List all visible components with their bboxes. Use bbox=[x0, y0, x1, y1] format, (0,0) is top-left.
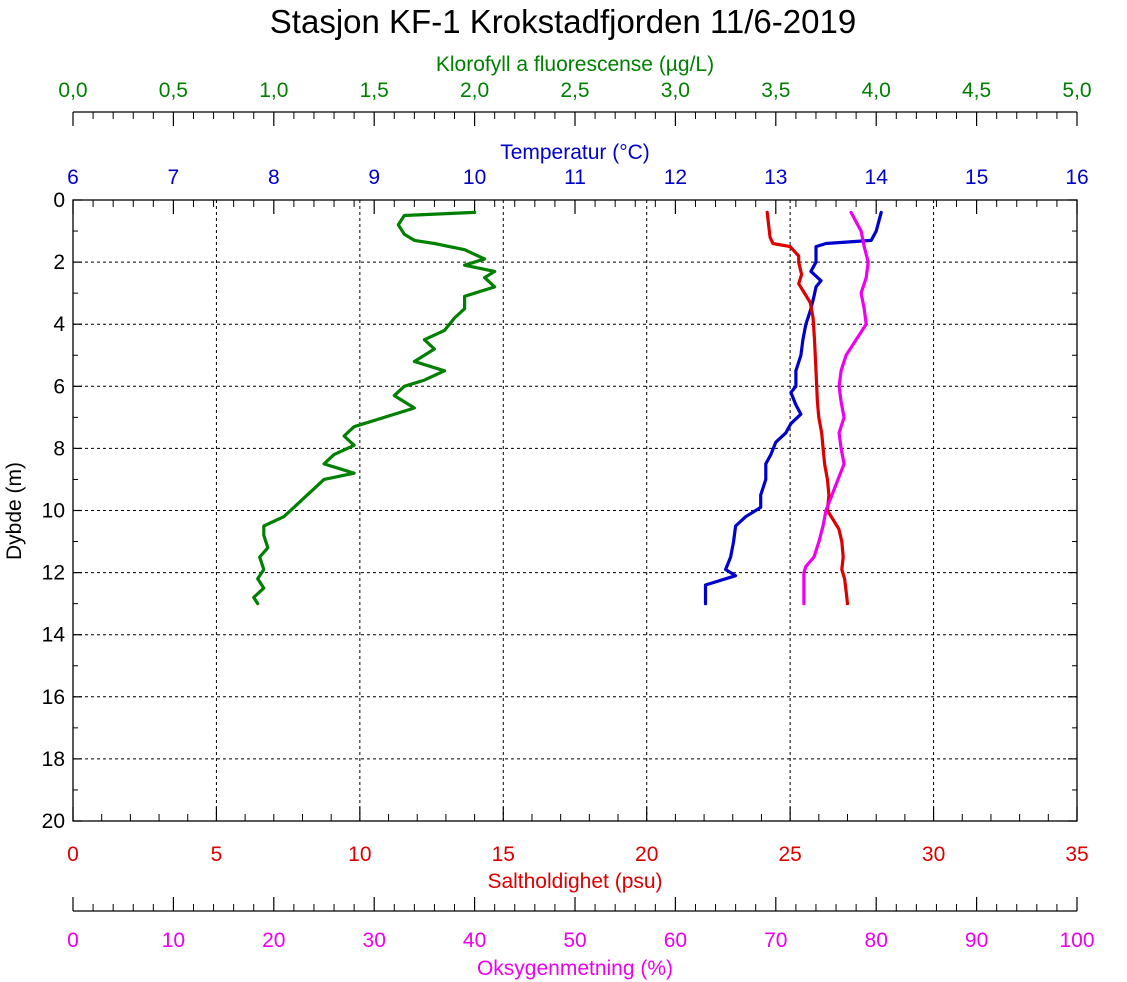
x-tick-label: 12 bbox=[664, 166, 687, 189]
y-tick-label: 16 bbox=[42, 686, 65, 709]
x-tick-label: 20 bbox=[262, 929, 285, 952]
x-tick-label: 0,5 bbox=[159, 79, 188, 102]
x-tick-label: 40 bbox=[463, 929, 486, 952]
y-tick-label: 18 bbox=[42, 748, 65, 771]
x-tick-label: 6 bbox=[67, 166, 79, 189]
y-tick-label: 6 bbox=[53, 375, 65, 398]
x-tick-label: 15 bbox=[965, 166, 988, 189]
series-lines bbox=[252, 210, 883, 606]
series-line bbox=[252, 210, 497, 606]
x-tick-label: 11 bbox=[564, 166, 586, 189]
x-tick-label: 3,0 bbox=[661, 79, 690, 102]
x-tick-label: 2,5 bbox=[560, 79, 589, 102]
x-tick-label: 15 bbox=[492, 843, 515, 866]
x-tick-label: 100 bbox=[1059, 929, 1094, 952]
x-tick-label: 16 bbox=[1065, 166, 1088, 189]
x-axis-label: Oksygenmetning (%) bbox=[477, 957, 673, 980]
x-tick-label: 10 bbox=[463, 166, 486, 189]
x-axis-label: Saltholdighet (psu) bbox=[487, 870, 662, 893]
x-tick-label: 14 bbox=[865, 166, 889, 189]
y-tick-label: 12 bbox=[42, 562, 65, 585]
x-tick-label: 50 bbox=[563, 929, 586, 952]
series-line bbox=[765, 210, 850, 606]
x-tick-label: 25 bbox=[778, 843, 801, 866]
x-axis-label: Klorofyll a fluorescense (µg/L) bbox=[436, 53, 714, 76]
grid bbox=[73, 200, 1077, 821]
y-tick-label: 4 bbox=[53, 313, 65, 336]
x-tick-label: 2,0 bbox=[460, 79, 489, 102]
x-tick-label: 7 bbox=[168, 166, 180, 189]
x-tick-label: 35 bbox=[1065, 843, 1088, 866]
x-tick-label: 0,0 bbox=[58, 79, 87, 102]
x-tick-label: 8 bbox=[268, 166, 280, 189]
x-tick-label: 30 bbox=[363, 929, 386, 952]
x-tick-label: 1,5 bbox=[360, 79, 389, 102]
y-axis-label: Dybde (m) bbox=[3, 462, 26, 560]
x-tick-label: 0 bbox=[67, 929, 79, 952]
y-tick-label: 8 bbox=[53, 437, 65, 460]
x-tick-label: 3,5 bbox=[761, 79, 790, 102]
x-tick-label: 4,5 bbox=[962, 79, 991, 102]
x-tick-label: 1,0 bbox=[259, 79, 288, 102]
series-line bbox=[703, 210, 883, 606]
x-tick-label: 5 bbox=[211, 843, 223, 866]
x-tick-label: 5,0 bbox=[1062, 79, 1091, 102]
x-tick-label: 70 bbox=[764, 929, 787, 952]
y-tick-label: 14 bbox=[42, 624, 66, 647]
x-tick-label: 30 bbox=[922, 843, 945, 866]
x-tick-label: 20 bbox=[635, 843, 658, 866]
x-tick-label: 9 bbox=[368, 166, 380, 189]
y-tick-label: 2 bbox=[53, 251, 65, 274]
x-tick-label: 4,0 bbox=[862, 79, 891, 102]
x-tick-label: 80 bbox=[865, 929, 888, 952]
x-tick-label: 90 bbox=[965, 929, 988, 952]
x-tick-label: 60 bbox=[664, 929, 687, 952]
series-line bbox=[802, 210, 870, 606]
x-axis-label: Temperatur (°C) bbox=[500, 141, 650, 164]
x-tick-label: 10 bbox=[162, 929, 185, 952]
y-tick-label: 10 bbox=[42, 500, 65, 523]
x-tick-label: 13 bbox=[764, 166, 787, 189]
x-tick-label: 10 bbox=[348, 843, 371, 866]
x-tick-label: 0 bbox=[67, 843, 79, 866]
axes: 0 2 4 6 8 10 12 14 16 18 20 0,0 0,5 1,0 1,5 2,0 2,5 3,0 3,… bbox=[42, 53, 1095, 980]
chart-title: Stasjon KF-1 Krokstadfjorden 11/6-2019 bbox=[270, 3, 856, 40]
y-tick-label: 20 bbox=[42, 810, 65, 833]
y-tick-label: 0 bbox=[53, 189, 65, 212]
